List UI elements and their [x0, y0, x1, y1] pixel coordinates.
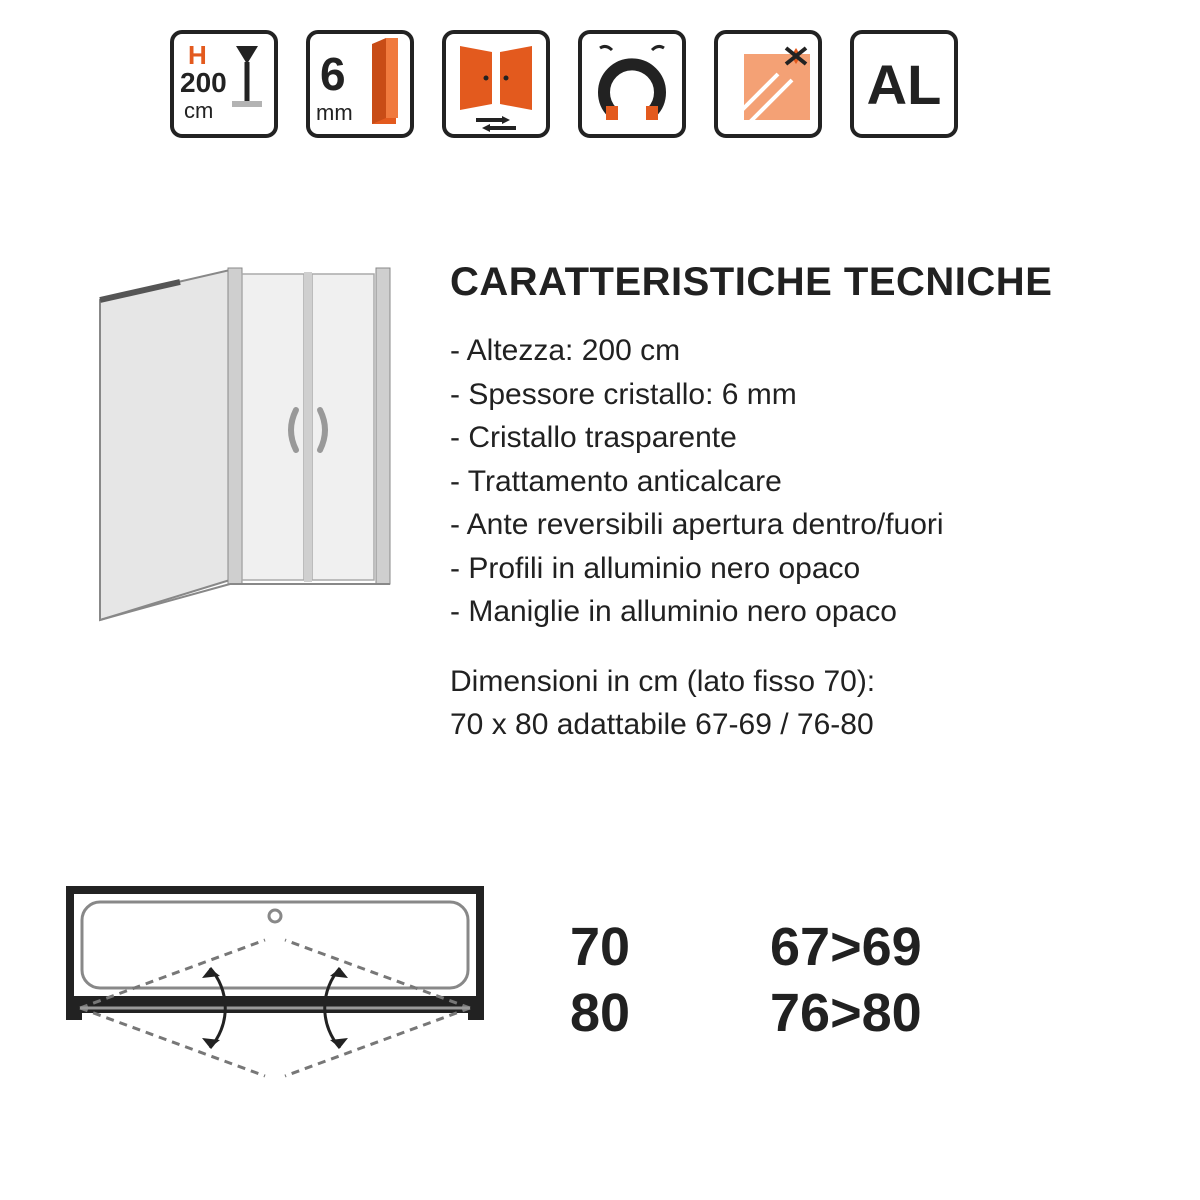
dimensions-intro: 70 x 80 adattabile 67-69 / 76-80 — [450, 703, 1140, 747]
height-h-label: H — [188, 40, 207, 70]
dim-range: 67>69 — [770, 916, 1050, 978]
height-value: 200 — [180, 67, 227, 98]
dim-nominal: 70 — [570, 916, 770, 978]
magnet-icon — [578, 30, 686, 138]
dimensions-table: 70 67>69 80 76>80 — [570, 880, 1140, 1044]
door-swing-top-diagram — [60, 880, 490, 1090]
spec-line: - Profili in alluminio nero opaco — [450, 547, 1140, 591]
specs-text-column: CARATTERISTICHE TECNICHE - Altezza: 200 … — [450, 260, 1140, 747]
thickness-icon: 6 mm — [306, 30, 414, 138]
thickness-value: 6 — [320, 48, 346, 100]
dim-range: 76>80 — [770, 982, 1050, 1044]
saloon-doors-icon — [442, 30, 550, 138]
anticalcare-icon — [714, 30, 822, 138]
product-3d-diagram — [60, 260, 410, 680]
spec-icons-row: H 200 cm 6 mm — [170, 30, 958, 138]
height-icon: H 200 cm — [170, 30, 278, 138]
thickness-unit: mm — [316, 100, 353, 125]
spec-line: - Altezza: 200 cm — [450, 329, 1140, 373]
spec-line: - Maniglie in alluminio nero opaco — [450, 590, 1140, 634]
aluminium-icon: AL — [850, 30, 958, 138]
dim-nominal: 80 — [570, 982, 770, 1044]
specs-heading: CARATTERISTICHE TECNICHE — [450, 260, 1140, 305]
spec-line: - Cristallo trasparente — [450, 416, 1140, 460]
spec-line: - Spessore cristallo: 6 mm — [450, 373, 1140, 417]
dimensions-intro: Dimensioni in cm (lato fisso 70): — [450, 660, 1140, 704]
spec-line: - Ante reversibili apertura dentro/fuori — [450, 503, 1140, 547]
spec-line: - Trattamento anticalcare — [450, 460, 1140, 504]
material-text: AL — [867, 53, 942, 116]
height-unit: cm — [184, 98, 213, 123]
